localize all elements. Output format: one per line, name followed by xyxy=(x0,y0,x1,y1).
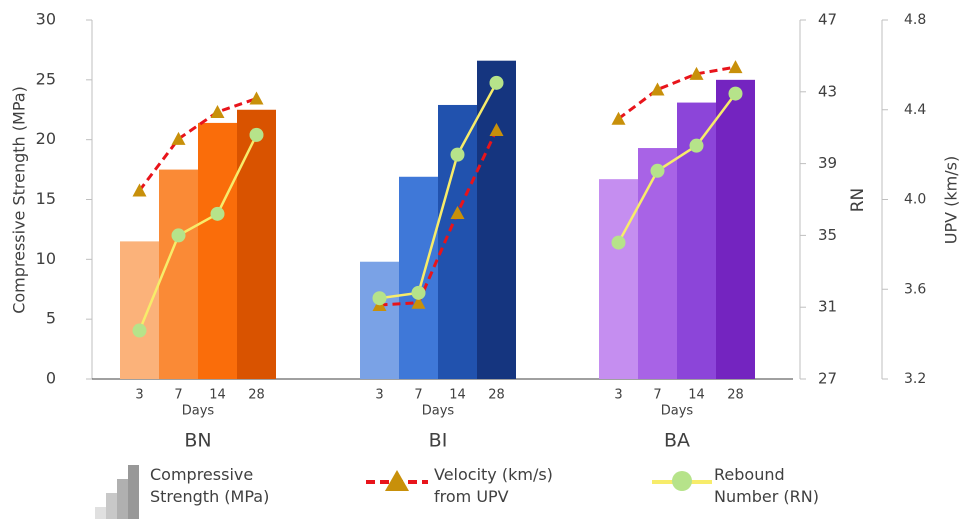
x-tick-label: 14 xyxy=(449,388,466,403)
x-tick-label: 3 xyxy=(614,388,622,403)
upv-marker xyxy=(611,111,626,125)
rn-line xyxy=(617,92,737,244)
x-tick-label: 28 xyxy=(727,388,744,403)
rn-marker xyxy=(611,235,626,250)
legend-icon xyxy=(95,507,106,519)
x-tick-label: 14 xyxy=(688,388,705,403)
bar xyxy=(716,79,755,379)
rn-marker xyxy=(249,127,264,142)
y3-tick-label: 3.2 xyxy=(904,371,926,387)
upv-marker xyxy=(450,205,465,219)
x-axis-label: Days xyxy=(182,404,215,419)
y-tick-label: 15 xyxy=(36,189,56,208)
y3-tick-label: 4.4 xyxy=(904,102,926,118)
y2-axis-label: RN xyxy=(848,188,868,213)
rn-line xyxy=(138,134,258,332)
group-label: BI xyxy=(429,430,448,452)
y-tick-label: 10 xyxy=(36,249,56,268)
upv-marker xyxy=(249,91,264,105)
y-tick-label: 20 xyxy=(36,129,56,148)
rn-marker xyxy=(132,323,147,338)
legend-icon xyxy=(672,471,692,491)
y3-tick-label: 3.6 xyxy=(904,281,926,297)
bar xyxy=(120,241,159,379)
upv-marker xyxy=(210,104,225,118)
upv-marker xyxy=(132,183,147,197)
y3-tick-label: 4.0 xyxy=(904,192,926,208)
x-tick-label: 7 xyxy=(174,388,182,403)
rn-marker xyxy=(450,147,465,162)
y-axis-label: Compressive Strength (MPa) xyxy=(10,86,29,314)
bar xyxy=(198,122,237,379)
upv-marker xyxy=(650,82,665,96)
bar xyxy=(360,261,399,379)
group-label: BA xyxy=(664,430,690,452)
rn-marker xyxy=(210,206,225,221)
bar xyxy=(599,179,638,379)
rn-marker xyxy=(171,228,186,243)
rn-marker xyxy=(489,75,504,90)
rn-marker xyxy=(372,291,387,306)
x-tick-label: 3 xyxy=(135,388,143,403)
x-tick-label: 28 xyxy=(488,388,505,403)
bar xyxy=(477,60,516,379)
x-axis-label: Days xyxy=(422,404,455,419)
x-tick-label: 7 xyxy=(653,388,661,403)
y-tick-label: 25 xyxy=(36,69,56,88)
y2-tick-label: 43 xyxy=(818,82,837,100)
bar xyxy=(159,169,198,379)
rn-marker xyxy=(411,285,426,300)
legend-icon xyxy=(106,493,117,519)
y3-axis-label: UPV (km/s) xyxy=(942,156,961,244)
upv-marker xyxy=(489,122,504,136)
upv-marker xyxy=(728,60,743,74)
bar xyxy=(638,148,677,379)
legend-label: Compressive Strength (MPa) xyxy=(150,465,270,506)
y-tick-label: 0 xyxy=(46,369,56,388)
upv-marker xyxy=(411,295,426,309)
upv-marker xyxy=(689,66,704,80)
legend-label: Velocity (km/s) from UPV xyxy=(434,465,553,506)
y-tick-label: 5 xyxy=(46,309,56,328)
bar xyxy=(237,109,276,379)
upv-line xyxy=(617,65,736,120)
y2-tick-label: 35 xyxy=(818,226,837,244)
x-tick-label: 14 xyxy=(209,388,226,403)
y2-tick-label: 27 xyxy=(818,370,837,388)
legend-icon xyxy=(117,479,128,519)
upv-line xyxy=(138,97,257,192)
x-tick-label: 7 xyxy=(414,388,422,403)
legend-icon xyxy=(385,470,409,491)
group-label: BN xyxy=(184,430,211,452)
upv-line xyxy=(379,129,498,307)
bar xyxy=(399,176,438,379)
rn-marker xyxy=(728,86,743,101)
upv-marker xyxy=(171,131,186,145)
y2-tick-label: 31 xyxy=(818,298,837,316)
x-tick-label: 28 xyxy=(248,388,265,403)
legend-label: Rebound Number (RN) xyxy=(714,465,819,506)
y-tick-label: 30 xyxy=(36,10,56,29)
y2-tick-label: 39 xyxy=(818,154,837,172)
y3-tick-label: 4.8 xyxy=(904,12,926,28)
x-axis-label: Days xyxy=(661,404,694,419)
rn-marker xyxy=(689,138,704,153)
x-tick-label: 3 xyxy=(375,388,383,403)
legend-icon xyxy=(128,465,139,519)
rn-line xyxy=(379,82,498,300)
rn-marker xyxy=(650,163,665,178)
y2-tick-label: 47 xyxy=(818,11,837,29)
